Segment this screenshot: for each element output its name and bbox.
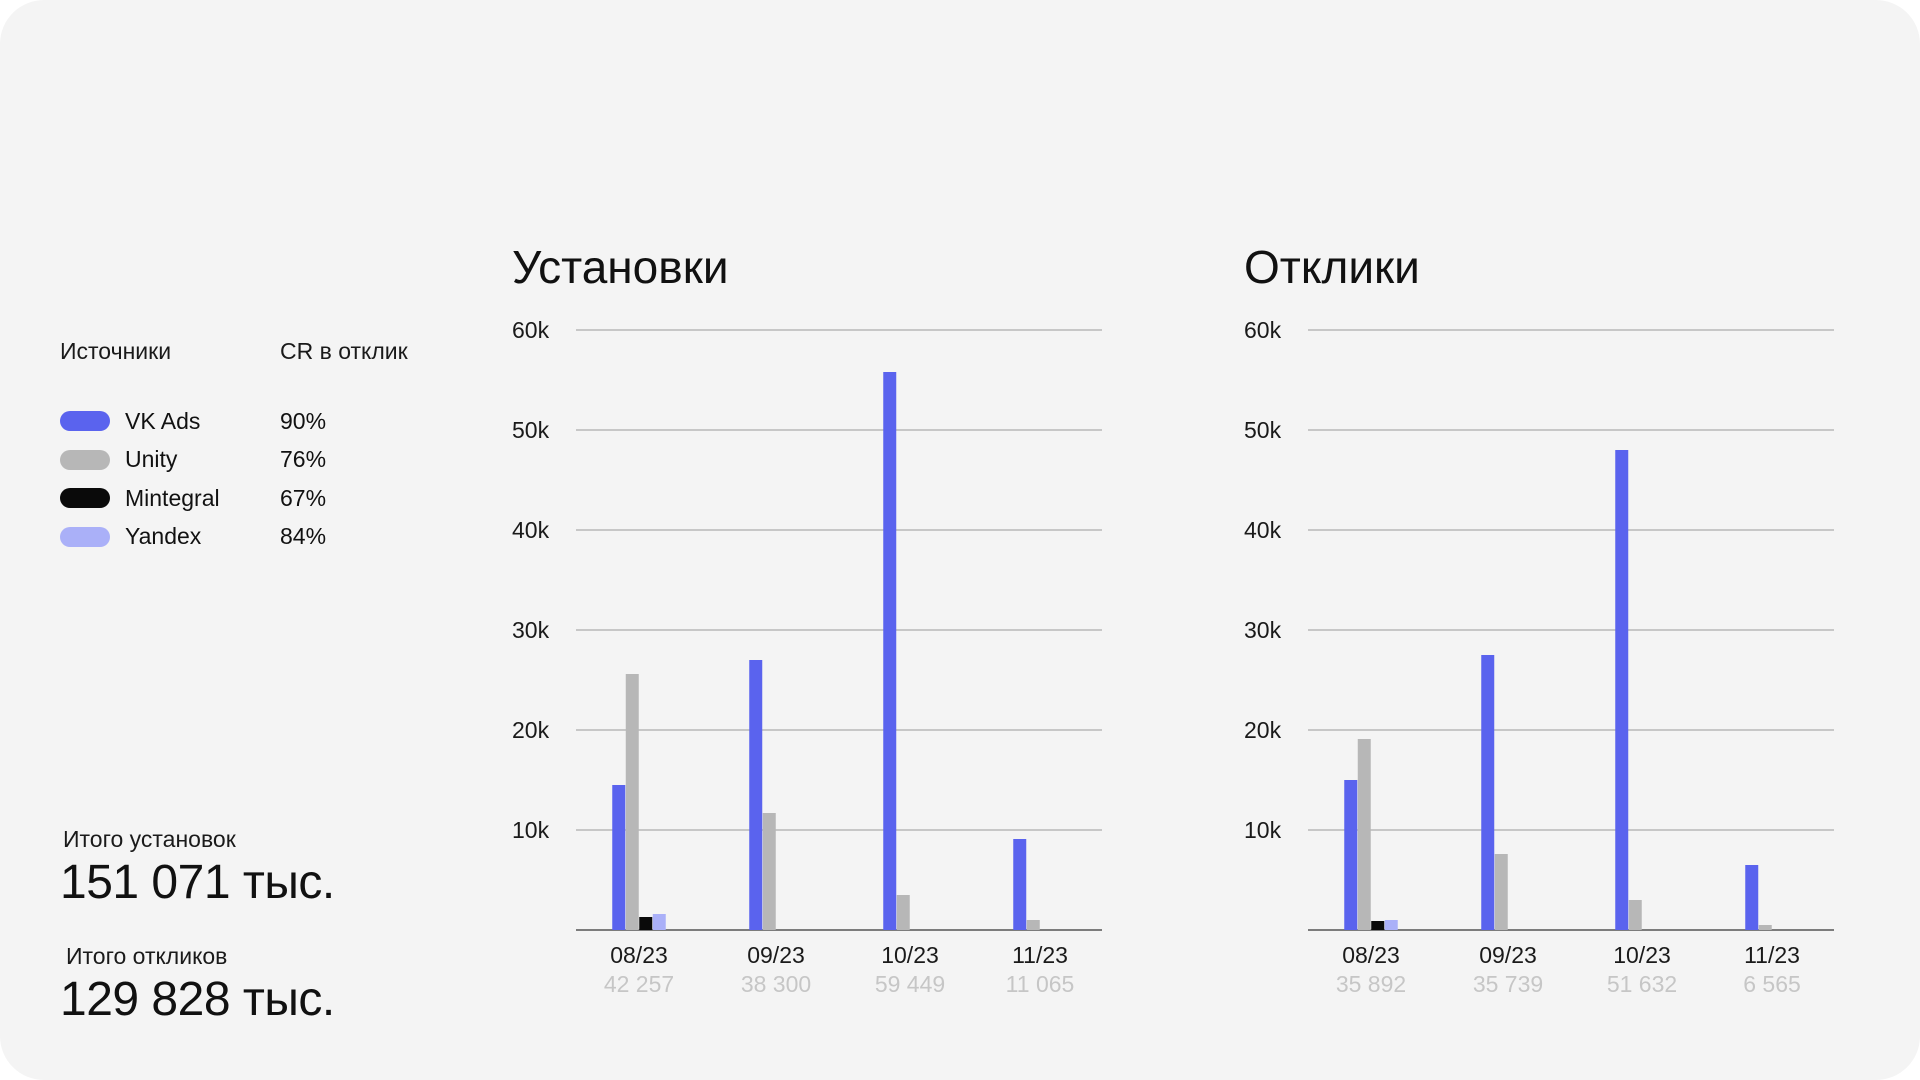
bar-mintegral-08-23 bbox=[639, 917, 653, 930]
installs-chart-svg: 10k 20k 30k 40k 50k 60k 08/23 42 257 09/23 38 300… bbox=[512, 317, 1102, 997]
responses-total: Итого откликов 129 828 тыс. bbox=[60, 943, 335, 1027]
bar-unity-11-23 bbox=[1026, 920, 1040, 930]
legend-swatch-unity bbox=[60, 449, 110, 470]
bar-vk-ads-11-23 bbox=[1013, 839, 1027, 930]
responses-total-value: 129 828 тыс. bbox=[60, 973, 335, 1026]
y-tick-label: 10k bbox=[512, 817, 550, 843]
legend-item-cr: 67% bbox=[280, 484, 327, 511]
category-total-label: 35 892 bbox=[1336, 971, 1406, 997]
y-tick-label: 30k bbox=[512, 617, 550, 643]
category-total-label: 38 300 bbox=[741, 971, 811, 997]
bar-vk-ads-09-23 bbox=[1481, 655, 1495, 930]
category-total-label: 51 632 bbox=[1607, 971, 1677, 997]
y-tick-label: 20k bbox=[512, 717, 550, 743]
x-tick-label: 11/23 bbox=[1012, 942, 1068, 968]
y-tick-label: 20k bbox=[1244, 717, 1282, 743]
legend-item-cr: 84% bbox=[280, 523, 327, 550]
bar-vk-ads-08-23 bbox=[612, 785, 626, 930]
chart-title: Отклики bbox=[1244, 241, 1420, 293]
legend-header-cr: CR в отклик bbox=[280, 338, 408, 364]
legend-swatch-vk-ads bbox=[60, 411, 110, 432]
bar-unity-09-23 bbox=[762, 813, 776, 930]
legend-swatch-mintegral bbox=[60, 488, 110, 509]
x-tick-label: 09/23 bbox=[747, 942, 805, 968]
bar-vk-ads-08-23 bbox=[1344, 780, 1358, 930]
legend-item-vk-ads: VK Ads 90% bbox=[60, 402, 440, 441]
y-tick-label: 40k bbox=[1244, 517, 1282, 543]
responses-chart-svg: 10k 20k 30k 40k 50k 60k 08/23 35 892 09/23 35 739… bbox=[1244, 317, 1834, 997]
category-total-label: 59 449 bbox=[875, 971, 945, 997]
bar-yandex-08-23 bbox=[652, 914, 666, 930]
responses-total-label: Итого откликов bbox=[66, 943, 228, 969]
bar-vk-ads-10-23 bbox=[1615, 450, 1629, 930]
legend-swatch-yandex bbox=[60, 526, 110, 547]
y-tick-label: 30k bbox=[1244, 617, 1282, 643]
bar-unity-10-23 bbox=[896, 895, 910, 930]
y-tick-label: 60k bbox=[512, 317, 550, 343]
category-total-label: 35 739 bbox=[1473, 971, 1543, 997]
x-tick-label: 10/23 bbox=[1613, 942, 1671, 968]
x-tick-label: 08/23 bbox=[1342, 942, 1400, 968]
x-tick-label: 10/23 bbox=[881, 942, 939, 968]
installs-total: Итого установок 151 071 тыс. bbox=[60, 826, 335, 910]
legend-item-name: Yandex bbox=[125, 523, 202, 550]
y-tick-label: 40k bbox=[512, 517, 550, 543]
legend-item-name: Mintegral bbox=[125, 484, 220, 511]
bar-unity-11-23 bbox=[1758, 925, 1772, 930]
legend-item-yandex: Yandex 84% bbox=[60, 518, 440, 557]
category-total-label: 6 565 bbox=[1743, 971, 1801, 997]
legend-item-name: VK Ads bbox=[125, 407, 201, 434]
bar-unity-10-23 bbox=[1628, 900, 1642, 930]
bar-vk-ads-10-23 bbox=[883, 372, 897, 930]
y-tick-label: 50k bbox=[1244, 417, 1282, 443]
y-tick-label: 10k bbox=[1244, 817, 1282, 843]
installs-total-label: Итого установок bbox=[63, 826, 236, 852]
bar-vk-ads-09-23 bbox=[749, 660, 763, 930]
legend-item-mintegral: Mintegral 67% bbox=[60, 479, 440, 518]
legend-item-cr: 90% bbox=[280, 407, 327, 434]
bar-unity-09-23 bbox=[1494, 854, 1508, 930]
y-tick-label: 50k bbox=[512, 417, 550, 443]
legend-header-source: Источники bbox=[60, 338, 172, 364]
legend-header: Источники CR в отклик bbox=[60, 338, 440, 378]
category-total-label: 42 257 bbox=[604, 971, 674, 997]
legend-item-unity: Unity 76% bbox=[60, 441, 440, 480]
legend-item-name: Unity bbox=[125, 446, 178, 473]
x-tick-label: 11/23 bbox=[1744, 942, 1800, 968]
category-total-label: 11 065 bbox=[1006, 971, 1075, 997]
legend-item-cr: 76% bbox=[280, 446, 327, 473]
installs-total-value: 151 071 тыс. bbox=[60, 856, 335, 909]
x-tick-label: 09/23 bbox=[1479, 942, 1537, 968]
x-tick-label: 08/23 bbox=[610, 942, 668, 968]
bar-vk-ads-11-23 bbox=[1745, 865, 1759, 930]
y-tick-label: 60k bbox=[1244, 317, 1282, 343]
bar-mintegral-08-23 bbox=[1371, 921, 1385, 930]
sources-legend: Источники CR в отклик VK Ads 90% Unity 7… bbox=[60, 338, 440, 556]
bar-yandex-08-23 bbox=[1384, 920, 1398, 930]
bar-unity-08-23 bbox=[625, 674, 639, 930]
chart-title: Установки bbox=[512, 241, 729, 293]
bar-unity-08-23 bbox=[1357, 739, 1371, 930]
